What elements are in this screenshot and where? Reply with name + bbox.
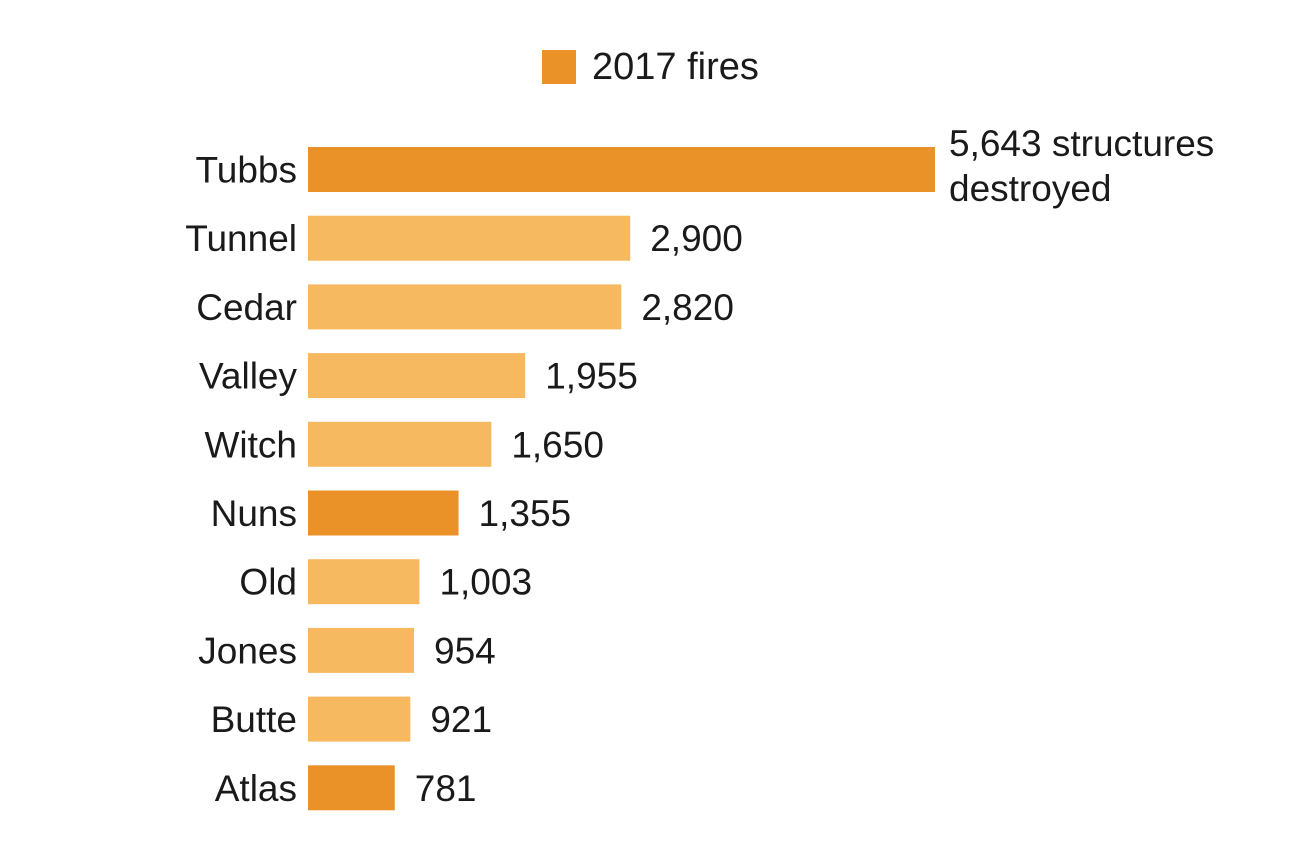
bar-tubbs [308, 147, 935, 192]
value-label-atlas: 781 [415, 768, 477, 809]
value-label-tubbs: 5,643 structures destroyed [949, 123, 1214, 209]
bar-atlas [308, 765, 395, 811]
legend-swatch [542, 50, 576, 84]
legend-label: 2017 fires [592, 46, 759, 88]
category-label-cedar: Cedar [196, 287, 297, 328]
bar-nuns [308, 490, 459, 536]
category-label-nuns: Nuns [211, 493, 297, 534]
bar-valley [308, 353, 526, 399]
bar-tunnel [308, 215, 631, 261]
value-label-old: 1,003 [439, 562, 532, 603]
bar-old [308, 559, 420, 605]
bar-witch [308, 421, 492, 467]
value-label-jones: 954 [434, 630, 496, 671]
value-label-cedar: 2,820 [641, 287, 734, 328]
bar-jones [308, 627, 414, 673]
value-label-butte: 921 [430, 699, 492, 740]
bar-butte [308, 696, 411, 742]
category-label-valley: Valley [199, 356, 298, 397]
bars-group: Tubbs 5,643 structures destroyed Tunnel 2,90… [185, 123, 1214, 811]
category-label-atlas: Atlas [215, 768, 297, 809]
category-label-old: Old [239, 562, 297, 603]
category-label-tunnel: Tunnel [185, 218, 297, 259]
category-label-jones: Jones [198, 630, 297, 671]
category-label-tubbs: Tubbs [196, 150, 297, 191]
legend: 2017 fires [542, 46, 759, 88]
value-label-witch: 1,650 [511, 424, 604, 465]
category-label-witch: Witch [205, 424, 298, 465]
value-label-nuns: 1,355 [479, 493, 572, 534]
value-label-tunnel: 2,900 [650, 218, 743, 259]
bar-cedar [308, 284, 622, 330]
value-label-valley: 1,955 [545, 356, 638, 397]
category-label-butte: Butte [211, 699, 297, 740]
